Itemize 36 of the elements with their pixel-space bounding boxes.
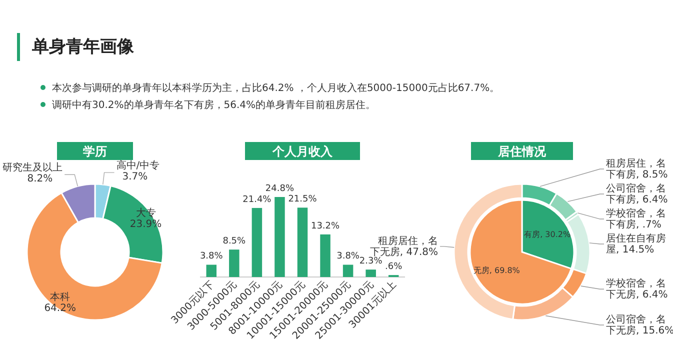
- slice-label: 高中/中专: [116, 160, 160, 172]
- chart-title: 居住情况: [497, 144, 547, 158]
- bar: [229, 250, 240, 277]
- bar: [342, 264, 354, 277]
- bar: [274, 197, 285, 277]
- bar: [297, 208, 308, 277]
- data-label: 24.8%: [265, 184, 294, 194]
- data-label: 租房居住，名下有房, 8.5%: [606, 158, 668, 181]
- data-label: 3.8%: [200, 252, 224, 262]
- data-label: 无房, 69.8%: [473, 266, 520, 276]
- data-label: 3.8%: [336, 252, 360, 262]
- chart-title: 学历: [83, 144, 107, 158]
- bar: [252, 208, 262, 277]
- text: 调研中有30.2%的单身青年名下有房，56.4%的单身青年目前租房居住。: [52, 99, 376, 111]
- slice-label: 本科: [50, 291, 70, 304]
- data-label: 学校宿舍，名下无房, 6.4%: [606, 278, 668, 301]
- text: 单身青年画像: [31, 37, 135, 57]
- data-label: 8.2%: [27, 174, 53, 185]
- bar: [366, 270, 376, 277]
- text: 本次参与调研的单身青年以本科学历为主，占比64.2% ，个人月收入在5000-15000元占比67.7%。: [52, 82, 500, 94]
- data-label: 有房, 30.2%: [524, 230, 572, 239]
- bar: [320, 234, 330, 277]
- chart-title: 个人月收入: [272, 144, 334, 158]
- data-label: 8.5%: [222, 236, 246, 247]
- data-label: 21.4%: [242, 194, 272, 205]
- data-label: 13.2%: [310, 221, 340, 232]
- data-label: 21.5%: [288, 194, 318, 205]
- data-label: 租房居住，名下无房, 47.8%: [370, 234, 438, 258]
- bar: [206, 264, 217, 277]
- slice-label: 研究生及以上: [2, 162, 63, 174]
- data-label: .6%: [385, 262, 403, 272]
- data-label: 居住在自有房屋, 14.5%: [606, 232, 666, 256]
- data-label: 3.7%: [122, 172, 148, 183]
- data-label: 学校宿舍，名下有房, .7%: [606, 208, 666, 231]
- data-label: 2.3%: [359, 256, 383, 267]
- data-label: 公司宿舍，名下有房, 6.4%: [606, 182, 668, 206]
